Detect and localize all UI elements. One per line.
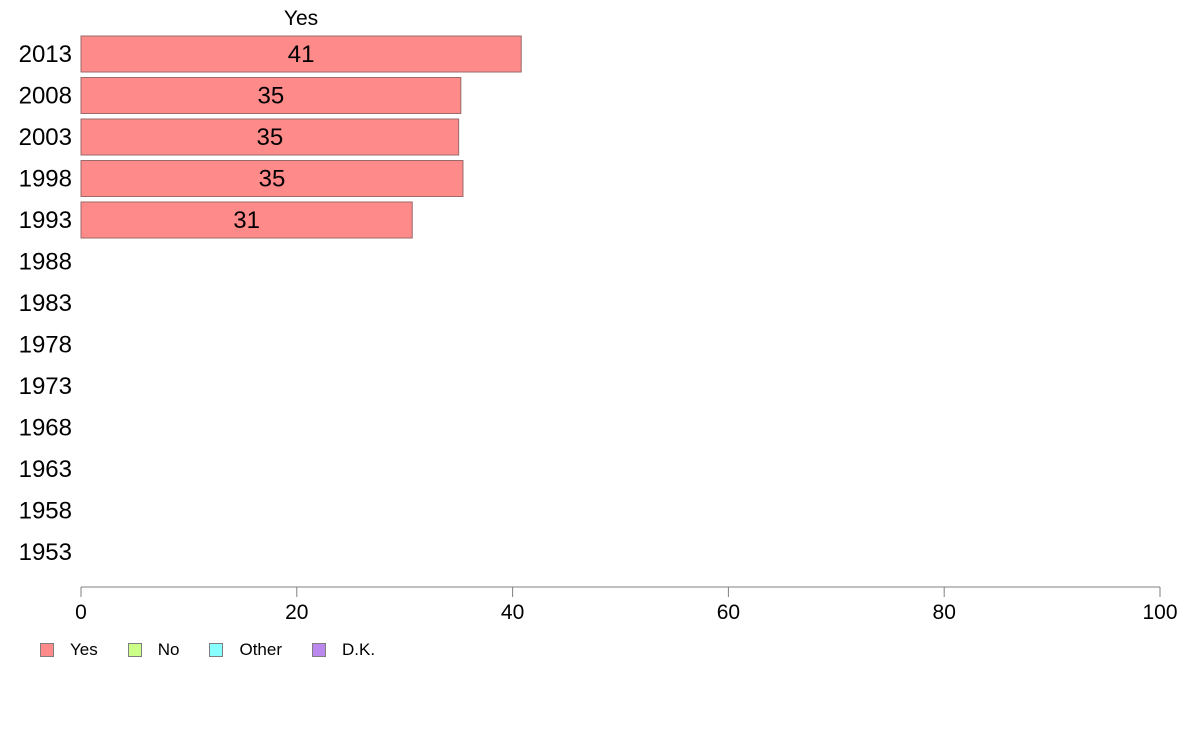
bar-label-2013: 41 [288,41,315,68]
bar-label-1993: 31 [233,207,260,234]
bar-1998 [80,160,464,197]
legend-item-yes: Yes [40,640,98,660]
legend-label-no: No [157,640,180,659]
x-axis: 0 20 40 60 80 100 [75,586,1178,624]
legend-item-other: Other [209,640,282,660]
x-tick-label-60: 60 [717,601,740,624]
category-label-2013: 2013 [19,41,72,68]
category-label-1993: 1993 [19,207,72,234]
category-label-1978: 1978 [19,332,72,359]
legend-swatch-other [209,643,224,657]
bar-1993 [80,201,413,239]
legend-label-other: Other [239,640,282,659]
category-label-1963: 1963 [19,456,72,483]
category-label-1958: 1958 [19,498,72,525]
legend-item-dk: D.K. [312,640,375,660]
x-tick-label-80: 80 [933,601,956,624]
x-tick-label-20: 20 [285,601,308,624]
category-label-2008: 2008 [19,83,72,110]
x-tick-label-40: 40 [501,601,524,624]
legend: Yes No Other D.K. [40,640,405,660]
legend-swatch-no [127,643,142,657]
category-label-1953: 1953 [19,539,72,566]
bar-label-1998: 35 [259,166,286,193]
category-label-2003: 2003 [19,124,72,151]
legend-item-no: No [127,640,180,660]
category-label-1973: 1973 [19,373,72,400]
legend-label-dk: D.K. [342,640,376,659]
bar-2003 [80,118,460,156]
category-labels: 2013 2008 2003 1998 1993 1988 1983 1978 1973 1968… [19,41,72,566]
x-tick-label-0: 0 [75,601,87,624]
category-label-1983: 1983 [19,290,72,317]
category-label-1988: 1988 [19,249,72,276]
bar-label-2003: 35 [256,124,283,151]
bar-label-2008: 35 [258,83,285,110]
category-label-1968: 1968 [19,415,72,442]
column-header: Yes [284,7,318,30]
category-label-1998: 1998 [19,166,72,193]
bar-2013 [80,35,522,73]
bar-2008 [80,77,462,114]
x-tick-label-100: 100 [1142,601,1177,624]
legend-swatch-yes [40,643,54,657]
legend-label-yes: Yes [70,640,98,659]
legend-swatch-dk [312,643,326,657]
